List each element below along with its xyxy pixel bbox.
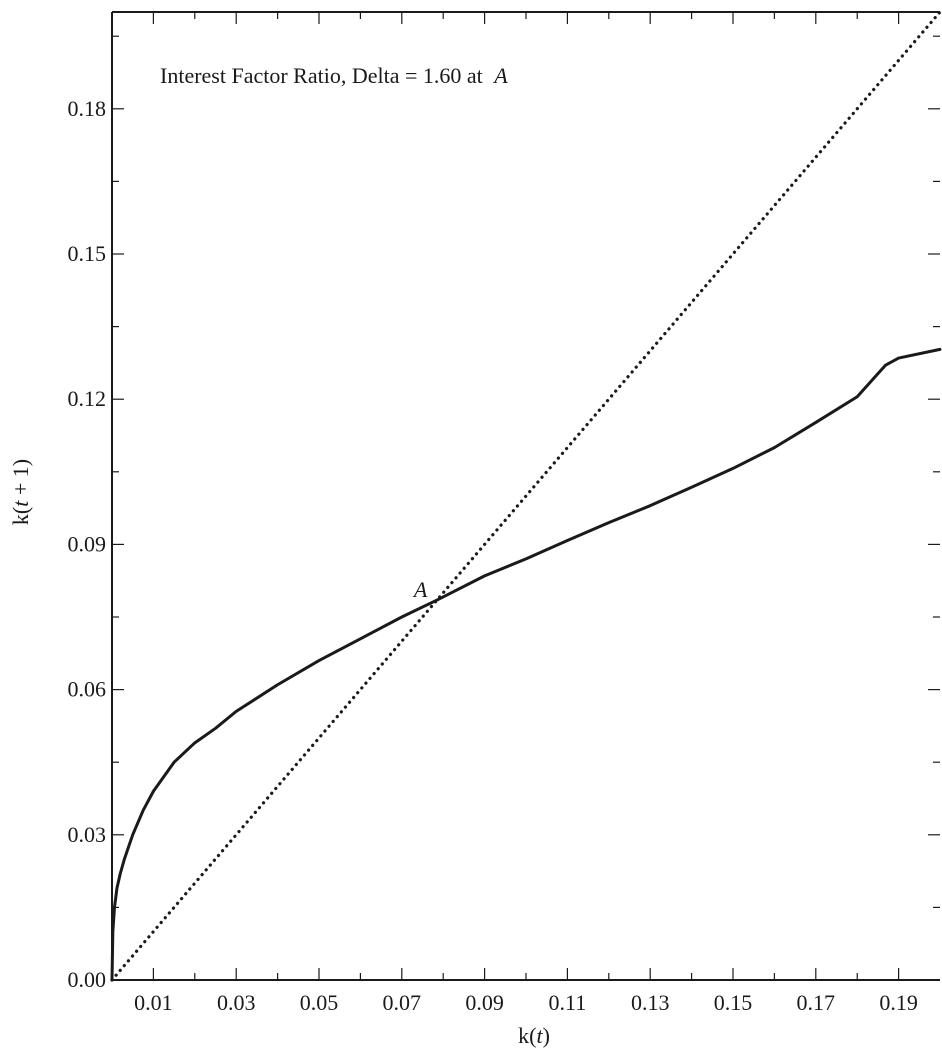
- series-line-45-degree: [110, 10, 942, 982]
- x-title-prefix: k(: [518, 1023, 536, 1048]
- y-title-var: t: [8, 500, 33, 507]
- x-tick-label: 0.01: [134, 990, 173, 1015]
- tick-labels: 0.01 0.03 0.05 0.07 0.09 0.11 0.13 0.15 0.17 0.19…: [68, 96, 918, 1015]
- x-tick-label: 0.07: [383, 990, 422, 1015]
- x-tick-label: 0.19: [879, 990, 918, 1015]
- y-tick-label: 0.12: [68, 386, 107, 411]
- annotation-text: Interest Factor Ratio, Delta = 1.60 at: [160, 63, 483, 88]
- x-tick-label: 0.15: [714, 990, 753, 1015]
- x-title-var: t: [536, 1023, 543, 1048]
- y-title-suffix: + 1): [8, 459, 33, 501]
- x-axis-title: k(t): [518, 1023, 550, 1048]
- y-tick-label: 0.18: [68, 96, 107, 121]
- y-tick-label: 0.06: [68, 677, 107, 702]
- x-tick-label: 0.13: [631, 990, 670, 1015]
- x-tick-label: 0.05: [300, 990, 339, 1015]
- y-tick-label: 0.03: [68, 822, 107, 847]
- x-tick-label: 0.03: [217, 990, 256, 1015]
- x-tick-label: 0.11: [549, 990, 587, 1015]
- y-tick-label: 0.09: [68, 531, 107, 556]
- x-tick-label: 0.17: [797, 990, 836, 1015]
- y-tick-label: 0.00: [68, 967, 107, 992]
- series-line-law-of-motion: [110, 347, 942, 982]
- x-title-suffix: ): [543, 1023, 550, 1048]
- y-tick-label: 0.15: [68, 241, 107, 266]
- point-label-A: A: [412, 577, 428, 602]
- annotation-point-label: A: [492, 63, 508, 88]
- series-layer: [110, 10, 942, 982]
- y-title-prefix: k(: [8, 507, 33, 525]
- chart-annotation: Interest Factor Ratio, Delta = 1.60 at A: [160, 63, 508, 88]
- y-axis-title: k(t + 1): [8, 459, 33, 525]
- axis-ticks: [112, 12, 940, 980]
- x-tick-label: 0.09: [465, 990, 504, 1015]
